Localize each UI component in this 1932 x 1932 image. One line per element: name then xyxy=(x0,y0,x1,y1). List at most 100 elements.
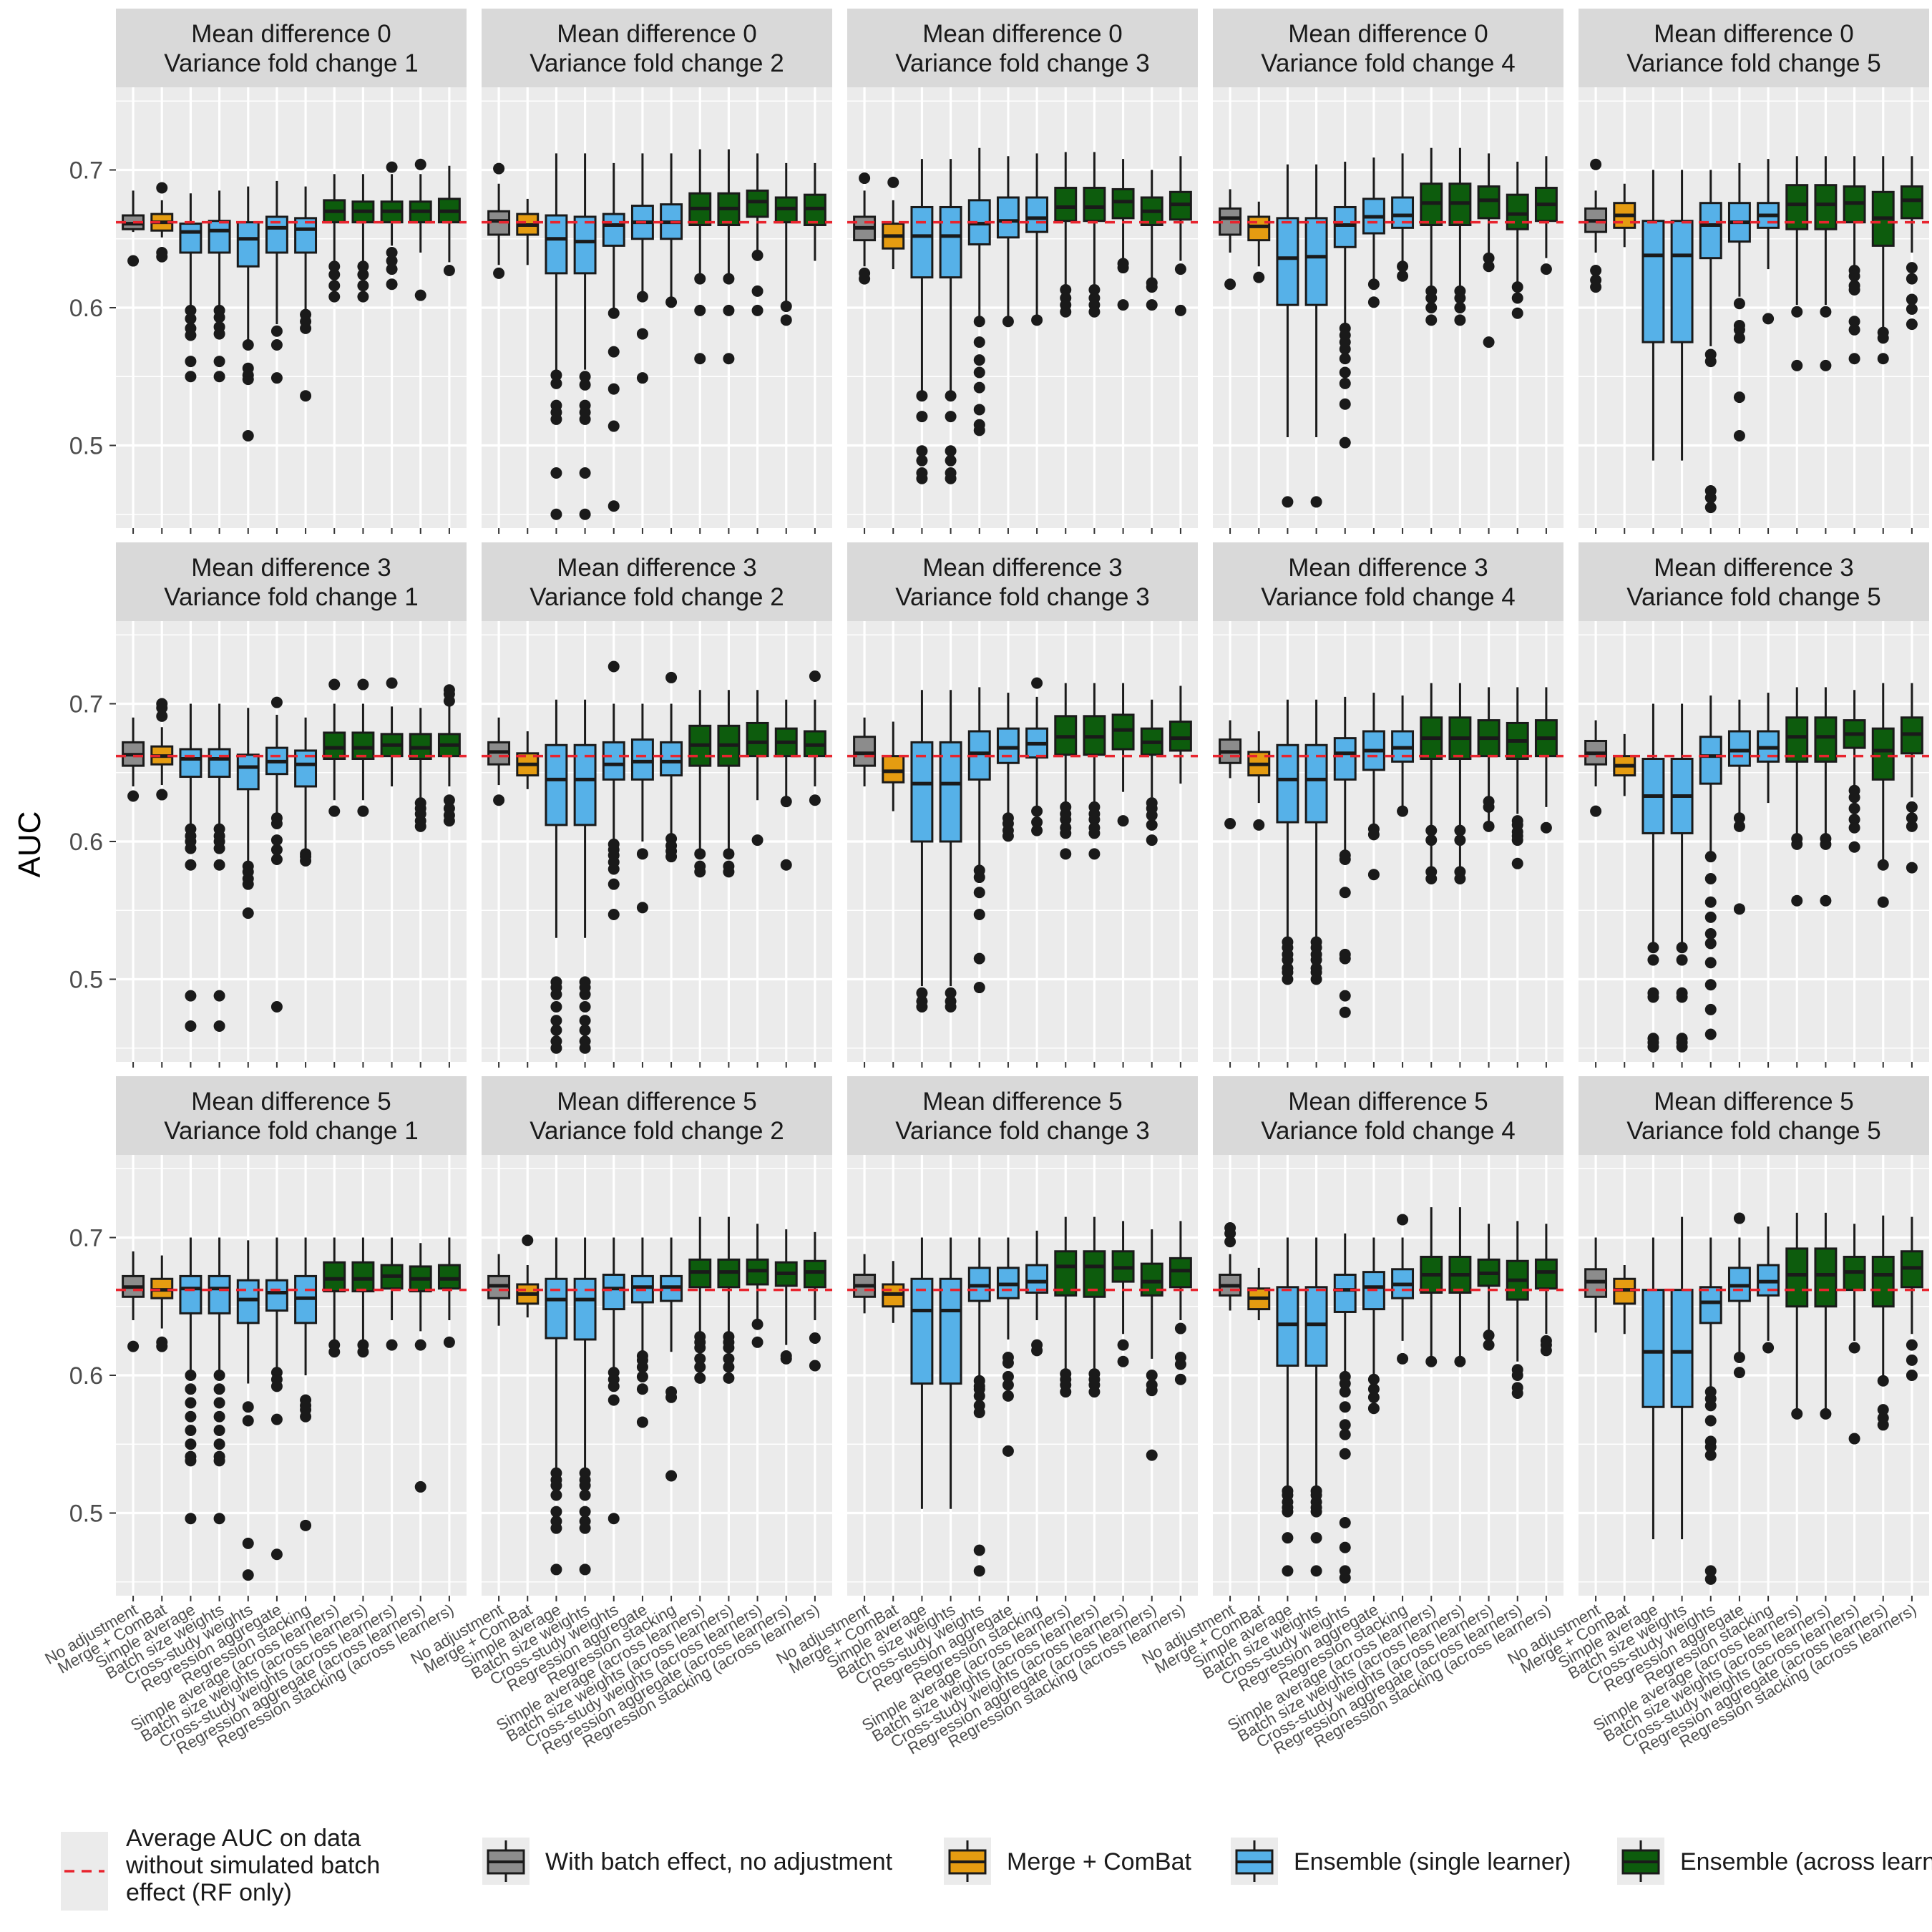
outlier-point xyxy=(1397,805,1409,817)
outlier-point xyxy=(1704,979,1717,991)
outlier-point xyxy=(1848,1342,1860,1354)
facet-title-mean: Mean difference 0 xyxy=(1654,20,1854,48)
outlier-point xyxy=(185,304,197,316)
outlier-point xyxy=(1117,262,1129,274)
facet-title-variance: Variance fold change 3 xyxy=(895,49,1149,77)
outlier-point xyxy=(1339,990,1351,1002)
outlier-point xyxy=(1848,821,1860,834)
outlier-point xyxy=(973,1565,985,1577)
outlier-point xyxy=(1146,1385,1158,1397)
outlier-point xyxy=(973,404,985,416)
outlier-point xyxy=(1117,1355,1129,1367)
outlier-point xyxy=(185,842,197,854)
box-body xyxy=(545,214,568,275)
facet-title-mean: Mean difference 5 xyxy=(922,1088,1123,1116)
facet-strip xyxy=(1579,542,1929,621)
outlier-point xyxy=(579,1563,591,1576)
outlier-point xyxy=(156,789,168,801)
box-body xyxy=(996,727,1020,764)
outlier-point xyxy=(213,1425,225,1436)
outlier-point xyxy=(1367,278,1380,291)
box-6 xyxy=(1727,1212,1751,1379)
outlier-point xyxy=(550,1489,562,1501)
box-body xyxy=(996,196,1020,239)
outlier-point xyxy=(973,366,985,379)
box-body xyxy=(1670,220,1694,343)
outlier-point xyxy=(973,381,985,394)
outlier-point xyxy=(156,250,168,263)
outlier-point xyxy=(1704,937,1717,950)
outlier-point xyxy=(1060,827,1072,839)
outlier-point xyxy=(1511,307,1523,319)
outlier-point xyxy=(1483,336,1495,348)
box-4 xyxy=(1304,1237,1328,1577)
outlier-point xyxy=(414,1339,426,1351)
outlier-point xyxy=(1733,323,1745,336)
box-body xyxy=(1900,185,1923,220)
outlier-point xyxy=(1088,306,1101,318)
outlier-point xyxy=(493,267,505,279)
outlier-point xyxy=(665,851,678,863)
outlier-point xyxy=(1733,298,1745,310)
outlier-point xyxy=(1704,911,1717,923)
outlier-point xyxy=(665,1470,678,1482)
outlier-point xyxy=(973,952,985,965)
facet-title-mean: Mean difference 3 xyxy=(1288,554,1488,582)
box-body xyxy=(294,217,318,254)
outlier-point xyxy=(185,1513,197,1525)
outlier-point xyxy=(550,1563,562,1576)
box-body xyxy=(602,741,625,781)
outlier-point xyxy=(1590,158,1602,170)
box-6 xyxy=(630,153,654,384)
outlier-point xyxy=(780,301,792,313)
outlier-point xyxy=(1002,1357,1014,1369)
outlier-point xyxy=(386,677,398,689)
outlier-point xyxy=(1511,834,1523,847)
facet-title-variance: Variance fold change 1 xyxy=(164,1117,418,1145)
box-4 xyxy=(1304,699,1328,985)
box-7 xyxy=(1391,1214,1415,1365)
box-body xyxy=(545,1277,568,1340)
outlier-point xyxy=(550,1001,562,1013)
box-12 xyxy=(1169,686,1192,784)
box-11 xyxy=(774,699,798,871)
y-tick-label: 0.5 xyxy=(69,967,103,994)
outlier-point xyxy=(1088,814,1101,826)
outlier-point xyxy=(608,863,620,875)
box-1 xyxy=(487,1254,511,1326)
outlier-point xyxy=(328,678,341,691)
outlier-point xyxy=(156,182,168,194)
box-3 xyxy=(1276,164,1299,508)
outlier-point xyxy=(579,413,591,425)
facet-title-variance: Variance fold change 2 xyxy=(530,583,784,611)
outlier-point xyxy=(550,1042,562,1054)
outlier-point xyxy=(550,988,562,1000)
box-2 xyxy=(1613,733,1636,796)
outlier-point xyxy=(357,1346,369,1358)
box-11 xyxy=(409,708,432,832)
outlier-point xyxy=(1031,824,1043,836)
box-4 xyxy=(573,1237,597,1576)
box-5 xyxy=(1333,696,1357,1018)
outlier-point xyxy=(751,285,763,297)
outlier-point xyxy=(1397,270,1409,282)
outlier-point xyxy=(185,1438,197,1450)
outlier-point xyxy=(357,260,369,273)
box-8 xyxy=(1054,1216,1078,1398)
outlier-point xyxy=(242,907,254,919)
outlier-point xyxy=(973,424,985,436)
outlier-point xyxy=(1060,814,1072,826)
outlier-point xyxy=(386,247,398,258)
box-5 xyxy=(236,708,260,919)
outlier-point xyxy=(1339,1516,1351,1528)
box-2 xyxy=(150,1255,174,1352)
box-body xyxy=(1111,713,1135,751)
facet-strip xyxy=(1213,1076,1563,1155)
outlier-point xyxy=(1002,830,1014,842)
outlier-point xyxy=(1339,952,1351,965)
box-6 xyxy=(265,696,288,1013)
outlier-point xyxy=(1339,1428,1351,1440)
outlier-point xyxy=(1002,1370,1014,1382)
outlier-point xyxy=(1425,872,1438,884)
outlier-point xyxy=(1848,353,1860,365)
